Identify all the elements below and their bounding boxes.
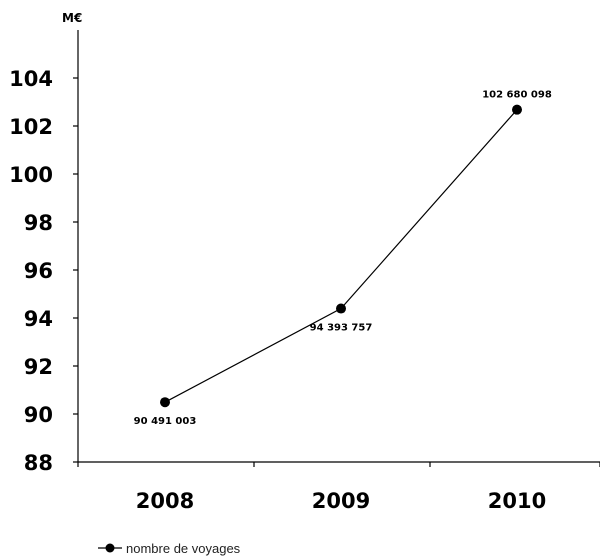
- series-group: 90 491 003 94 393 757 102 680 098: [134, 90, 552, 428]
- x-ticks: 2008 2009 2010: [77, 462, 600, 513]
- y-tick-label: 94: [24, 307, 53, 331]
- data-point: [512, 104, 522, 115]
- data-label: 90 491 003: [134, 416, 197, 427]
- data-point: [160, 397, 170, 408]
- x-tick-label: 2009: [312, 489, 370, 513]
- x-tick-label: 2010: [488, 489, 546, 513]
- y-tick-label: 96: [24, 259, 53, 283]
- series-line: [164, 109, 518, 403]
- data-label: 102 680 098: [482, 90, 552, 101]
- y-tick-label: 104: [9, 67, 53, 91]
- legend-label: nombre de voyages: [126, 541, 241, 556]
- legend: nombre de voyages: [98, 541, 241, 556]
- data-label: 94 393 757: [310, 323, 373, 334]
- y-tick-label: 98: [24, 211, 53, 235]
- y-tick-label: 92: [24, 355, 53, 379]
- y-axis-label: M€: [62, 11, 82, 25]
- y-tick-label: 88: [24, 451, 53, 475]
- legend-marker: [105, 543, 115, 553]
- y-tick-label: 100: [9, 163, 53, 187]
- y-tick-label: 102: [9, 115, 53, 139]
- x-tick-label: 2008: [136, 489, 194, 513]
- y-tick-label: 90: [24, 403, 53, 427]
- y-ticks: 88 90 92 94 96 98 100 102 104: [9, 67, 78, 475]
- data-point: [336, 303, 346, 314]
